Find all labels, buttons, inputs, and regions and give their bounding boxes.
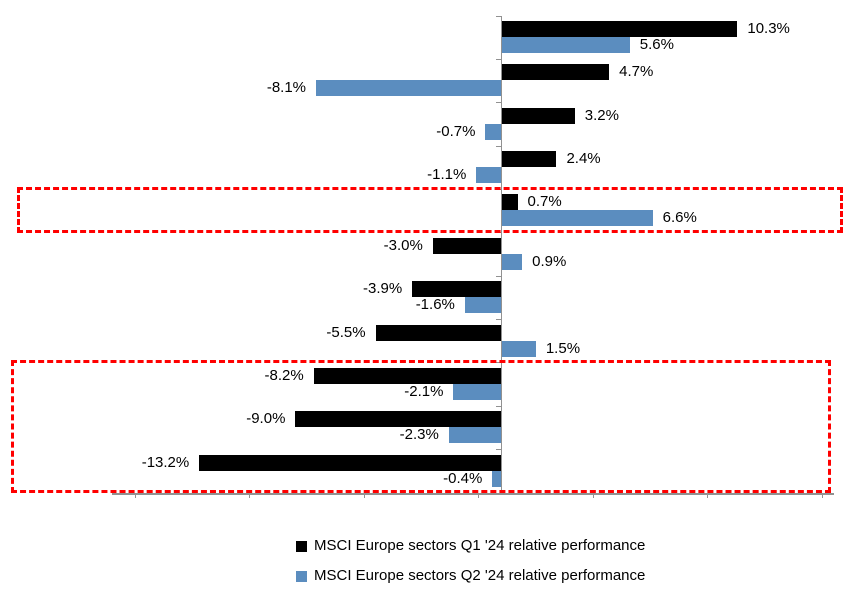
legend-label: MSCI Europe sectors Q1 '24 relative perf… xyxy=(314,537,646,554)
value-label-q1-10: -13.2% xyxy=(141,453,190,471)
value-label-q2-7: 1.5% xyxy=(545,339,581,357)
category-tick-0 xyxy=(495,15,502,17)
value-label-q2-9: -2.3% xyxy=(399,426,439,444)
category-tick-9 xyxy=(495,405,502,407)
bar-q1-0 xyxy=(501,21,738,37)
x-axis-tick-3 xyxy=(478,493,480,498)
value-label-q1-3: 2.4% xyxy=(566,150,601,168)
value-label-q1-4: 0.7% xyxy=(527,193,562,211)
category-tick-1 xyxy=(495,58,502,60)
value-label-q2-2: -0.7% xyxy=(436,122,476,140)
bar-q1-8 xyxy=(313,367,502,384)
category-tick-10 xyxy=(495,449,502,451)
legend-item-q2: MSCI Europe sectors Q2 '24 relative perf… xyxy=(296,567,645,585)
category-tick-11 xyxy=(495,492,502,494)
value-label-q2-3: -1.1% xyxy=(427,166,467,184)
value-label-q1-0: 10.3% xyxy=(747,20,790,37)
category-tick-2 xyxy=(495,102,502,104)
value-label-q1-9: -9.0% xyxy=(246,410,286,428)
bar-q1-4 xyxy=(501,194,518,211)
x-axis xyxy=(112,493,834,495)
bar-q1-10 xyxy=(199,454,502,471)
value-label-q1-5: -3.0% xyxy=(383,236,423,254)
x-axis-tick-5 xyxy=(707,493,709,498)
y-axis xyxy=(500,16,503,493)
x-axis-tick-6 xyxy=(821,493,823,498)
value-label-q2-1: -8.1% xyxy=(266,79,307,97)
x-axis-tick-2 xyxy=(363,493,365,498)
bar-q2-7 xyxy=(501,340,536,357)
value-label-q1-7: -5.5% xyxy=(326,323,366,341)
category-tick-7 xyxy=(495,319,502,321)
bar-q1-7 xyxy=(375,324,502,341)
value-label-q1-6: -3.9% xyxy=(363,280,403,298)
bar-q1-1 xyxy=(501,64,610,81)
value-label-q2-4: 6.6% xyxy=(662,209,697,227)
bar-q2-1 xyxy=(316,80,502,97)
value-label-q2-10: -0.4% xyxy=(443,469,483,487)
bar-q2-4 xyxy=(501,210,653,227)
value-label-q2-8: -2.1% xyxy=(404,382,444,400)
value-label-q2-6: -1.6% xyxy=(415,296,455,314)
bar-q2-0 xyxy=(501,37,630,53)
bar-q1-3 xyxy=(501,151,557,168)
x-axis-tick-0 xyxy=(134,493,136,498)
highlight-box-1 xyxy=(11,360,831,493)
highlight-box-0 xyxy=(17,186,843,234)
bar-q2-2 xyxy=(485,123,502,140)
bar-q2-10 xyxy=(492,470,502,487)
bar-q1-9 xyxy=(295,411,502,428)
value-label-q2-0: 5.6% xyxy=(639,36,674,53)
legend-label: MSCI Europe sectors Q2 '24 relative perf… xyxy=(314,567,646,584)
bar-q1-5 xyxy=(432,237,502,254)
bar-q1-6 xyxy=(412,281,502,298)
legend-swatch-icon xyxy=(296,540,307,552)
value-label-q2-5: 0.9% xyxy=(532,252,567,270)
value-label-q1-2: 3.2% xyxy=(584,106,619,124)
bar-q2-6 xyxy=(464,297,502,314)
x-axis-tick-1 xyxy=(249,493,251,498)
value-label-q1-8: -8.2% xyxy=(264,366,304,384)
legend-item-q1: MSCI Europe sectors Q1 '24 relative perf… xyxy=(296,537,645,555)
bar-q2-3 xyxy=(476,167,502,184)
bar-q1-2 xyxy=(501,107,575,124)
x-axis-tick-4 xyxy=(592,493,594,498)
legend-swatch-icon xyxy=(296,570,307,582)
bar-q2-5 xyxy=(501,253,523,270)
bar-q2-9 xyxy=(448,427,502,444)
category-tick-6 xyxy=(495,275,502,277)
legend: MSCI Europe sectors Q1 '24 relative perf… xyxy=(296,537,645,585)
category-tick-3 xyxy=(495,145,502,147)
value-label-q1-1: 4.7% xyxy=(619,63,654,81)
bar-q2-8 xyxy=(453,383,502,400)
